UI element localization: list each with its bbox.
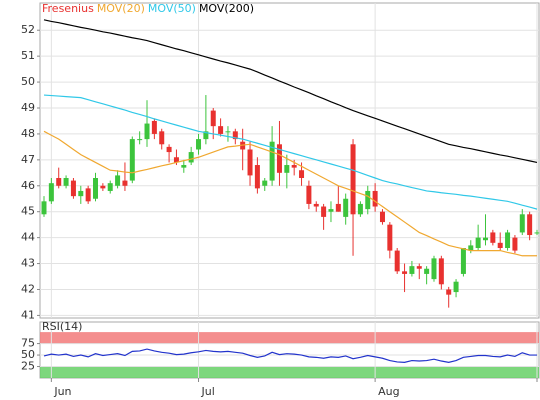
candle-body: [321, 206, 327, 217]
candle-body: [468, 245, 474, 251]
candle-body: [48, 183, 54, 202]
legend-entry: Fresenius: [42, 2, 94, 15]
candle-body: [159, 131, 165, 145]
candle-body: [122, 180, 128, 186]
rsi-band: [40, 366, 539, 378]
candle-body: [512, 237, 518, 251]
candle-body: [534, 232, 540, 234]
y-tick-label: 49: [21, 101, 35, 114]
candle-body: [387, 224, 393, 251]
candle-body: [247, 149, 253, 176]
candle-body: [291, 165, 297, 168]
y-tick-label: 44: [21, 231, 35, 244]
candle-body: [115, 175, 121, 186]
candle-body: [151, 120, 157, 134]
candle-body: [343, 198, 349, 217]
x-tick-label: Jul: [201, 385, 215, 398]
candle-body: [497, 242, 503, 248]
candle-body: [475, 237, 481, 248]
candle-body: [306, 185, 312, 204]
candle-body: [284, 165, 290, 173]
candle-body: [453, 281, 459, 293]
candle-body: [505, 232, 511, 248]
candle-body: [85, 188, 91, 202]
series-line: [43, 348, 537, 364]
candle-body: [328, 209, 334, 212]
candle-body: [482, 237, 488, 241]
y-tick-label: 45: [21, 205, 35, 218]
candle-body: [424, 268, 430, 274]
candle-body: [137, 139, 143, 141]
candle-body: [63, 178, 69, 186]
candle-body: [394, 250, 400, 272]
candle-body: [254, 165, 260, 189]
y-tick-label: 41: [21, 308, 35, 321]
candle-body: [41, 201, 47, 215]
candle-body: [402, 271, 408, 274]
legend-entry: MOV(20): [97, 2, 145, 15]
candle-body: [335, 203, 341, 212]
candle-body: [365, 190, 371, 210]
x-tick-label: Jun: [53, 385, 71, 398]
candle-body: [144, 123, 150, 140]
candle-body: [269, 141, 275, 181]
candle-body: [166, 146, 172, 153]
candle-body: [372, 190, 378, 207]
candle-body: [225, 131, 231, 133]
y-tick-label: 42: [21, 282, 35, 295]
candle-body: [409, 266, 415, 274]
y-tick-label: 50: [21, 75, 35, 88]
rsi-label: RSI(14): [42, 320, 82, 333]
candle-body: [519, 214, 525, 233]
candle-body: [93, 178, 99, 199]
y-tick-label: 43: [21, 257, 35, 270]
y-tick-label: 51: [21, 49, 35, 62]
candle-body: [232, 131, 238, 140]
x-tick-label: Aug: [378, 385, 399, 398]
legend: Fresenius MOV(20) MOV(50) MOV(200): [42, 2, 254, 15]
candle-body: [490, 232, 496, 243]
y-tick-label: 52: [21, 23, 35, 36]
candle-body: [446, 289, 452, 295]
y-tick-label: 46: [21, 179, 35, 192]
candle-body: [56, 178, 62, 186]
candle-body: [431, 258, 437, 280]
legend-entry: MOV(50): [148, 2, 196, 15]
y-tick-label: 47: [21, 153, 35, 166]
legend-entry: MOV(200): [199, 2, 254, 15]
candle-body: [107, 183, 113, 191]
y-tick-label: 50: [21, 348, 35, 361]
rsi-band: [40, 332, 539, 344]
y-tick-label: 48: [21, 127, 35, 140]
candle-body: [299, 170, 305, 178]
candle-body: [416, 266, 422, 269]
candle-body: [357, 203, 363, 215]
candle-body: [527, 214, 533, 236]
candle-body: [70, 180, 76, 197]
candle-body: [262, 180, 268, 186]
candle-body: [188, 152, 194, 163]
candle-body: [173, 157, 179, 163]
candle-body: [100, 185, 106, 189]
candle-body: [438, 258, 444, 285]
candle-body: [218, 126, 224, 134]
candle-body: [210, 110, 216, 127]
candle-body: [129, 139, 135, 181]
series-line: [43, 94, 538, 210]
candle-body: [350, 144, 356, 215]
candle-body: [313, 203, 319, 207]
series-line: [43, 130, 537, 257]
candle-body: [460, 248, 466, 274]
candle-body: [196, 139, 202, 150]
candle-body: [379, 211, 385, 223]
series-line: [43, 19, 538, 164]
candle-body: [276, 144, 282, 173]
candle-body: [181, 165, 187, 168]
y-tick-label: 75: [21, 337, 35, 350]
y-tick-label: 25: [21, 360, 35, 373]
candle-body: [203, 131, 209, 140]
candle-body: [78, 190, 84, 197]
